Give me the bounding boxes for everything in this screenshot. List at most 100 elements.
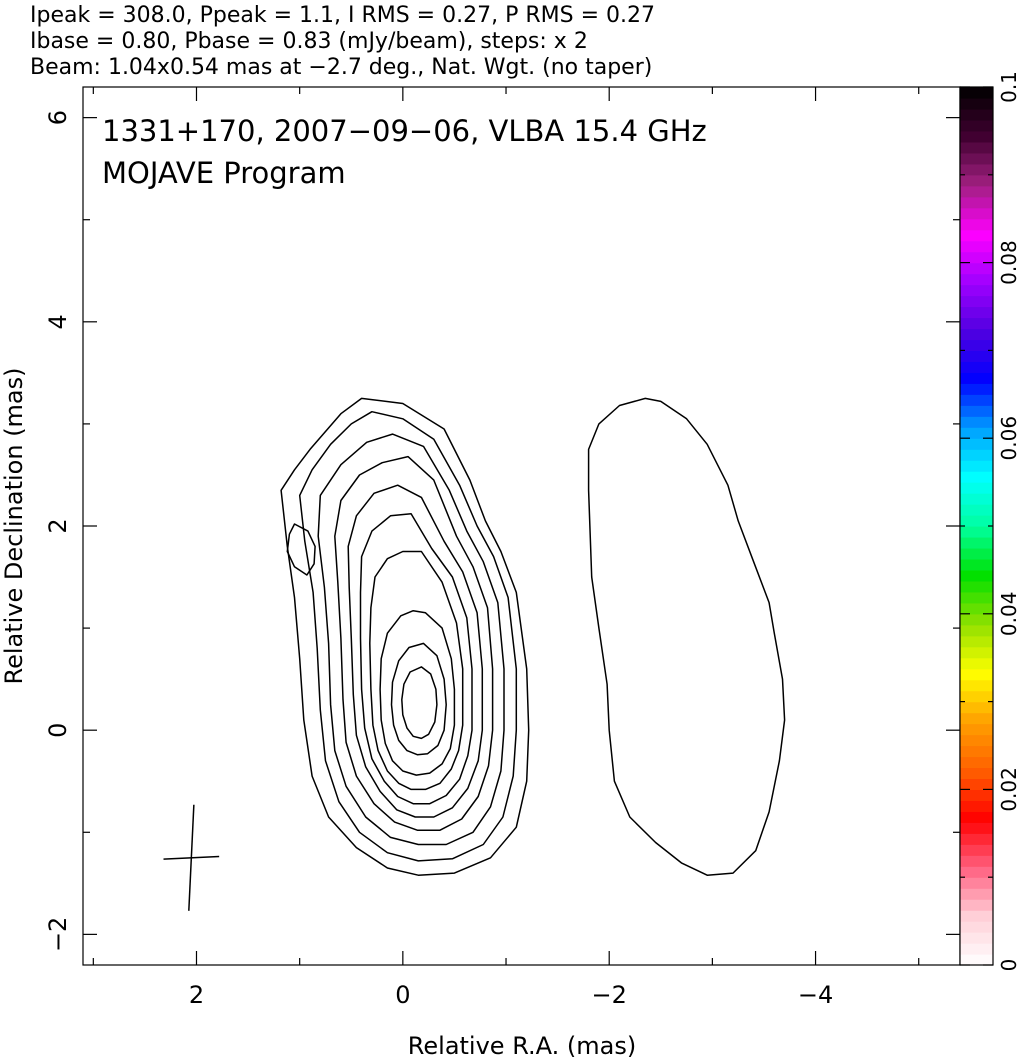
colorbar-step	[960, 273, 993, 286]
colorbar-step	[960, 778, 993, 790]
contour-c3	[317, 433, 505, 846]
header-line-3: Beam: 1.04x0.54 mas at −2.7 deg., Nat. W…	[30, 55, 652, 80]
colorbar-step	[960, 679, 993, 692]
colorbar-step	[960, 756, 993, 769]
colorbar-step	[960, 482, 993, 494]
colorbar-step	[960, 657, 993, 670]
beam-minor-axis	[163, 855, 220, 860]
colorbar-step	[960, 108, 993, 121]
colorbar-step	[960, 141, 993, 154]
colorbar-step	[960, 954, 993, 966]
colorbar-step	[960, 438, 993, 450]
colorbar-step	[960, 240, 993, 253]
colorbar-step	[960, 317, 993, 330]
colorbar-tick-label: 0.06	[997, 416, 1021, 461]
colorbar-step	[960, 844, 993, 856]
colorbar-step	[960, 394, 993, 406]
colorbar-step	[960, 493, 993, 505]
y-tick-label: −2	[44, 917, 72, 952]
colorbar-step	[960, 789, 993, 801]
chart-subtitle: MOJAVE Program	[102, 156, 346, 190]
colorbar-frame	[959, 86, 994, 966]
colorbar-step	[960, 943, 993, 955]
contour-c5	[347, 484, 484, 818]
colorbar-step	[960, 361, 993, 373]
colorbar-step	[960, 536, 993, 549]
y-tick-label: 2	[44, 518, 72, 533]
colorbar-tick-labels: 0 0.02 0.04 0.06 0.08 0.1	[997, 71, 1021, 971]
colorbar-step	[960, 569, 993, 582]
colorbar-step	[960, 306, 993, 319]
contour-knot	[286, 523, 316, 576]
colorbar-step	[960, 339, 993, 351]
colorbar-step	[960, 624, 993, 637]
colorbar-step	[960, 515, 993, 527]
y-axis-label: Relative Declination (mas)	[0, 367, 28, 684]
colorbar-step	[960, 119, 993, 132]
colorbar-step	[960, 427, 993, 439]
colorbar-tick-label: 0.1	[997, 71, 1021, 103]
colorbar-step	[960, 328, 993, 341]
contour-c4	[334, 455, 494, 831]
x-tick-label: 2	[189, 981, 204, 1009]
colorbar-step	[960, 295, 993, 308]
colorbar-step	[960, 558, 993, 571]
x-tick-labels: 2 0 −2 −4	[189, 981, 833, 1009]
contour-c1	[280, 397, 530, 876]
contour-c8	[379, 609, 456, 776]
colorbar-step	[960, 251, 993, 264]
colorbar-step	[960, 745, 993, 758]
colorbar-step	[960, 591, 993, 604]
contour-lines	[280, 397, 786, 876]
colorbar-tick-label: 0.08	[997, 240, 1021, 285]
contour-c6	[359, 512, 473, 805]
colorbar-step	[960, 163, 993, 176]
colorbar-step	[960, 229, 993, 242]
y-tick-label: 0	[44, 723, 72, 738]
colorbar-step	[960, 833, 993, 845]
colorbar-step	[960, 526, 993, 538]
colorbar-step	[960, 580, 993, 593]
colorbar-step	[960, 712, 993, 725]
colorbar-step	[960, 196, 993, 209]
chart-title: 1331+170, 2007−09−06, VLBA 15.4 GHz	[102, 114, 707, 148]
colorbar-step	[960, 405, 993, 417]
colorbar-step	[960, 97, 993, 110]
colorbar-step	[960, 284, 993, 297]
header-line-1: Ipeak = 308.0, Ppeak = 1.1, I RMS = 0.27…	[30, 3, 655, 28]
colorbar-step	[960, 460, 993, 472]
colorbar-step	[960, 866, 993, 878]
colorbar-step	[960, 734, 993, 747]
colorbar-step	[960, 668, 993, 681]
header-line-2: Ibase = 0.80, Pbase = 0.83 (mJy/beam), s…	[30, 29, 588, 54]
axis-ticks	[83, 87, 960, 965]
colorbar-step	[960, 800, 993, 812]
colorbar-step	[960, 932, 993, 944]
y-tick-label: 4	[44, 314, 72, 329]
colorbar-step	[960, 877, 993, 889]
colorbar-step	[960, 130, 993, 143]
colorbar-step	[960, 152, 993, 165]
colorbar-step	[960, 855, 993, 867]
y-tick-label: 6	[44, 110, 72, 125]
colorbar-step	[960, 602, 993, 615]
beam-marker	[163, 804, 220, 911]
colorbar-step	[960, 888, 993, 900]
colorbar-step	[960, 207, 993, 220]
contour-c2	[298, 410, 518, 862]
colorbar-step	[960, 372, 993, 384]
colorbar-step	[960, 185, 993, 198]
colorbar-step	[960, 350, 993, 362]
colorbar-step	[960, 723, 993, 736]
colorbar-step	[960, 174, 993, 187]
colorbar-step	[960, 262, 993, 275]
colorbar-step	[960, 87, 993, 99]
colorbar-step	[960, 383, 993, 395]
colorbar-step	[960, 701, 993, 714]
colorbar-step	[960, 635, 993, 648]
colorbar-step	[960, 449, 993, 461]
contour-right-blob	[587, 397, 786, 876]
colorbar-step	[960, 547, 993, 560]
contour-c9	[390, 642, 447, 756]
